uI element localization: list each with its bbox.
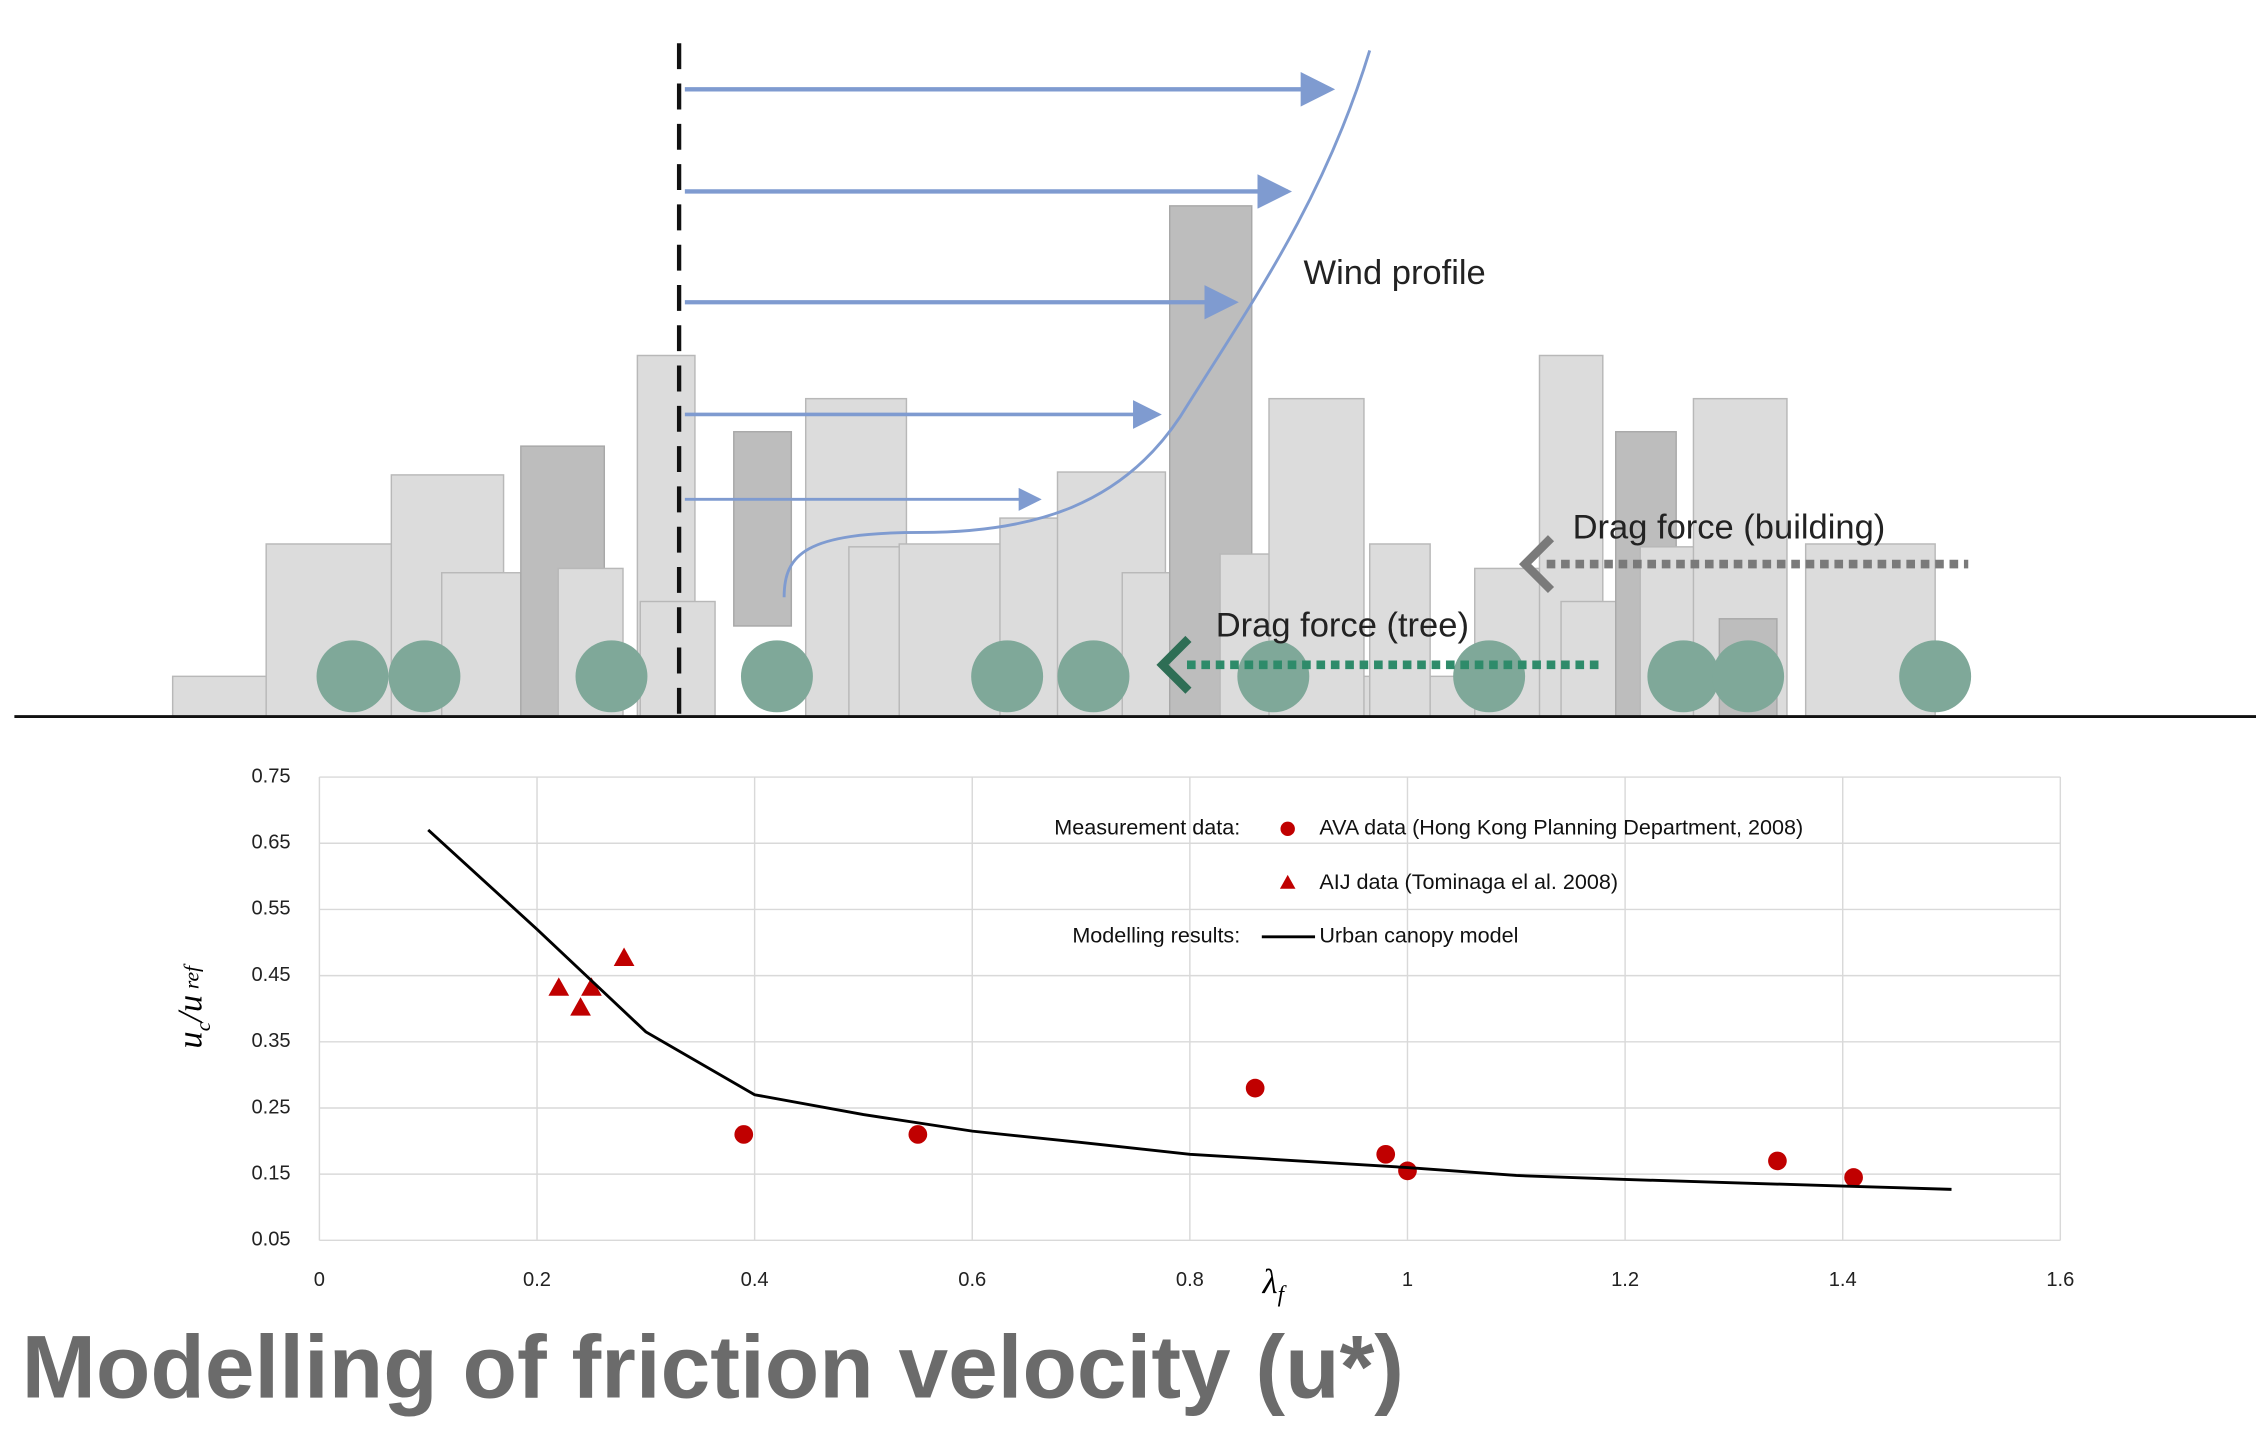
y-tick-label: 0.35 [251, 1030, 290, 1052]
x-tick-label: 1.2 [1611, 1269, 1639, 1291]
data-point [908, 1125, 927, 1144]
x-tick-label: 1.4 [1829, 1269, 1857, 1291]
data-point [570, 997, 591, 1015]
x-tick-label: 0.4 [741, 1269, 769, 1291]
data-point [1376, 1145, 1395, 1164]
legend-label: AIJ data (Tominaga el al. 2008) [1319, 869, 1618, 894]
data-point [1398, 1161, 1417, 1180]
page: Wind profile Drag force (building) Drag … [0, 0, 2256, 1439]
y-tick-label: 0.25 [251, 1096, 290, 1118]
legend-label: AVA data (Hong Kong Planning Department,… [1319, 815, 1803, 840]
data-point [734, 1125, 753, 1144]
data-point [614, 948, 635, 966]
data-point [1844, 1168, 1863, 1187]
y-axis-label: uc/u ref [171, 963, 215, 1049]
y-label-main: u [171, 1031, 209, 1048]
x-tick-label: 1.6 [2046, 1269, 2074, 1291]
x-tick-label: 1 [1402, 1269, 1413, 1291]
legend-label: Urban canopy model [1319, 922, 1518, 947]
chart: 0.05 0.15 0.25 0.35 0.45 0.55 0.65 0.75 0 0.2 0.4 0… [171, 765, 2074, 1306]
drag-tree-label: Drag force (tree) [1216, 607, 1469, 645]
slide: Wind profile Drag force (building) Drag … [0, 0, 2256, 1439]
legend-group: Measurement data: [1054, 815, 1240, 840]
wind-label: Wind profile [1304, 254, 1486, 292]
x-axis-label: λf [1262, 1263, 1288, 1307]
y-tick-label: 0.05 [251, 1229, 290, 1251]
legend-swatch [1280, 875, 1296, 889]
x-label-sub: f [1278, 1281, 1288, 1307]
data-point [1768, 1152, 1787, 1171]
x-tick-label: 0.8 [1176, 1269, 1204, 1291]
y-tick-label: 0.55 [251, 898, 290, 920]
y-label-sub: c [191, 1021, 215, 1031]
x-tick-label: 0.6 [958, 1269, 986, 1291]
y-tick-label: 0.45 [251, 964, 290, 986]
y-label-sub: ref [180, 963, 204, 989]
x-label-main: λ [1262, 1263, 1278, 1301]
y-label-main: /u [171, 995, 209, 1024]
legend-swatch [1281, 822, 1295, 836]
data-point [548, 977, 569, 995]
x-tick-label: 0 [314, 1269, 325, 1291]
y-tick-label: 0.65 [251, 832, 290, 854]
y-tick-label: 0.15 [251, 1162, 290, 1184]
data-point [1246, 1079, 1265, 1098]
city-illustration: Wind profile Drag force (building) Drag … [14, 43, 2256, 719]
legend-group: Modelling results: [1072, 922, 1240, 947]
slide-title: Modelling of friction velocity (u*) [22, 1317, 1404, 1417]
drag-building-label: Drag force (building) [1573, 509, 1886, 547]
y-tick-label: 0.75 [251, 765, 290, 787]
x-tick-label: 0.2 [523, 1269, 551, 1291]
